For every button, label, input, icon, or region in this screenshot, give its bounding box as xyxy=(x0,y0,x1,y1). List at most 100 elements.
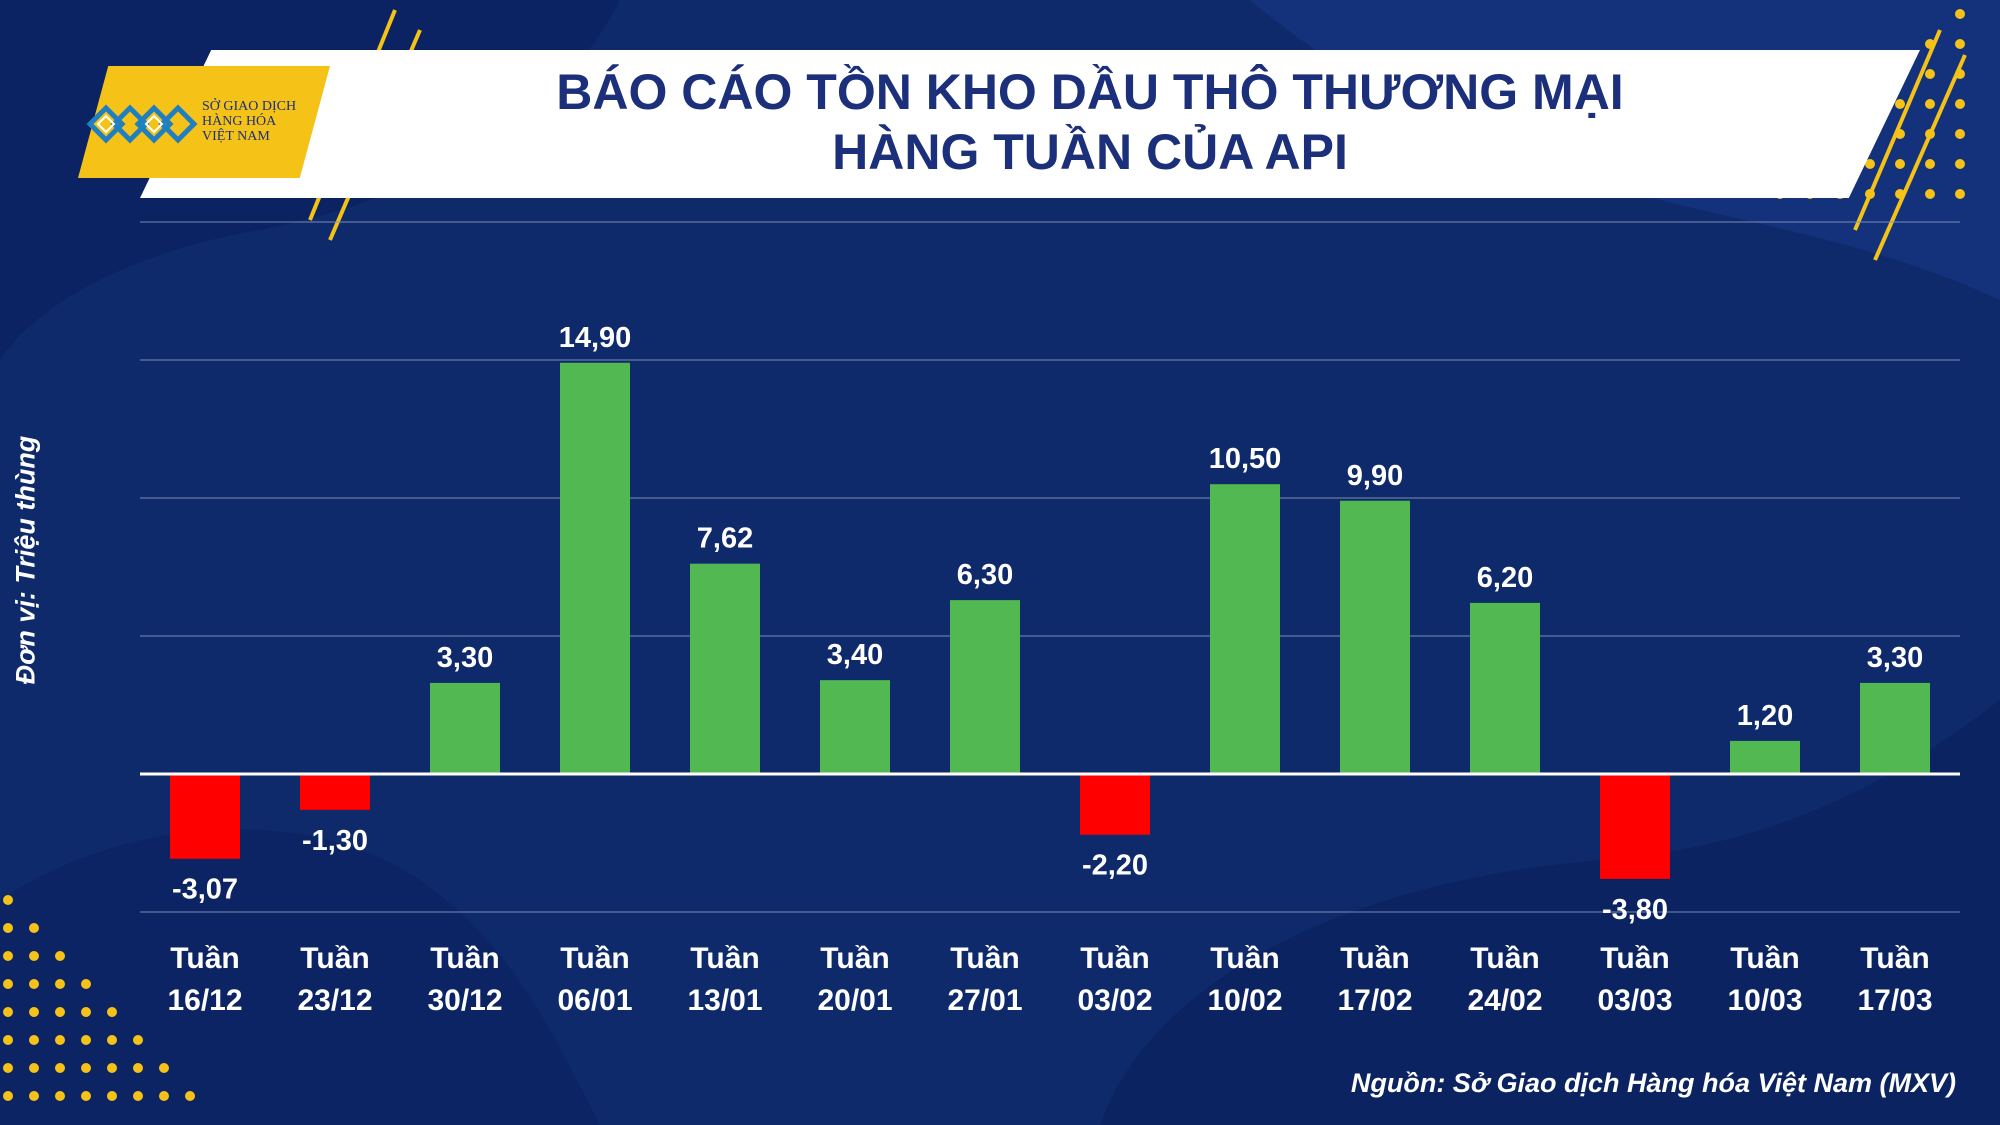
bars xyxy=(170,362,1930,879)
data-label: 3,30 xyxy=(437,642,493,674)
data-label: 7,62 xyxy=(697,523,753,555)
dot xyxy=(3,1035,13,1045)
title-banner xyxy=(140,50,1920,198)
logo-text: SỞ GIAO DỊCH HÀNG HÓA VIỆT NAM xyxy=(202,99,312,144)
x-tick-label: Tuần xyxy=(1470,942,1539,975)
gridlines xyxy=(140,221,1960,913)
dot xyxy=(1895,99,1905,109)
data-label: 3,40 xyxy=(827,639,883,671)
dot xyxy=(1955,39,1965,49)
dot xyxy=(3,1063,13,1073)
bar xyxy=(1600,774,1670,879)
dot xyxy=(159,1091,169,1101)
data-label: 10,50 xyxy=(1209,443,1282,475)
x-tick-label: 10/02 xyxy=(1207,984,1282,1017)
x-tick-label: 20/01 xyxy=(817,984,892,1017)
x-tick-label: Tuần xyxy=(300,942,369,975)
x-tick-label: Tuần xyxy=(1860,942,1929,975)
bar xyxy=(560,362,630,774)
dot xyxy=(3,1007,13,1017)
x-tick-label: Tuần xyxy=(820,942,889,975)
dot xyxy=(81,1063,91,1073)
title-line-2: HÀNG TUẦN CỦA API xyxy=(832,124,1348,180)
dot xyxy=(159,1063,169,1073)
dot xyxy=(29,923,39,933)
dot xyxy=(55,1007,65,1017)
dot xyxy=(1865,189,1875,199)
dot xyxy=(107,1007,117,1017)
dot xyxy=(1925,129,1935,139)
dot xyxy=(29,979,39,989)
dot xyxy=(81,1035,91,1045)
data-label: 6,20 xyxy=(1477,562,1533,594)
data-label: 3,30 xyxy=(1867,642,1923,674)
x-tick-label: Tuần xyxy=(430,942,499,975)
logo-line-1: SỞ GIAO DỊCH xyxy=(202,99,297,114)
dot xyxy=(1925,159,1935,169)
mxv-logo-icon xyxy=(86,104,198,144)
dot xyxy=(1895,129,1905,139)
title-line-1: BÁO CÁO TỒN KHO DẦU THÔ THƯƠNG MẠI xyxy=(556,64,1624,120)
dot xyxy=(107,1035,117,1045)
dot xyxy=(29,1063,39,1073)
dot-pattern-bottom-left xyxy=(3,895,195,1101)
dot xyxy=(29,1007,39,1017)
page-title: BÁO CÁO TỒN KHO DẦU THÔ THƯƠNG MẠI HÀNG … xyxy=(300,62,1880,182)
dot xyxy=(29,1035,39,1045)
x-tick-label: Tuần xyxy=(1340,942,1409,975)
value-labels: -3,07 -1,30 3,30 14,90 7,62 3,40 6,30 -2,20 10,5… xyxy=(172,322,1923,926)
x-tick-label: Tuần xyxy=(690,942,759,975)
dot xyxy=(3,895,13,905)
x-tick-label: 06/01 xyxy=(557,984,632,1017)
dot xyxy=(1955,99,1965,109)
accent-stripe xyxy=(1873,54,1967,261)
bar xyxy=(1860,682,1930,774)
data-label: 9,90 xyxy=(1347,460,1403,492)
dot xyxy=(29,951,39,961)
x-tick-label: Tuần xyxy=(170,942,239,975)
dot xyxy=(1955,129,1965,139)
dot xyxy=(1925,189,1935,199)
dot xyxy=(1955,159,1965,169)
bar xyxy=(430,682,500,774)
data-label: 1,20 xyxy=(1737,700,1793,732)
data-label: -3,07 xyxy=(172,874,238,906)
dot xyxy=(107,1091,117,1101)
bar xyxy=(300,774,370,810)
bar xyxy=(1340,500,1410,774)
bar xyxy=(820,680,890,774)
data-label: 6,30 xyxy=(957,559,1013,591)
bar xyxy=(1210,484,1280,774)
dot xyxy=(1955,189,1965,199)
x-tick-label: 23/12 xyxy=(297,984,372,1017)
dot xyxy=(1925,69,1935,79)
dot xyxy=(55,1035,65,1045)
dot xyxy=(133,1091,143,1101)
dot xyxy=(3,1091,13,1101)
x-tick-label: 10/03 xyxy=(1727,984,1802,1017)
dot xyxy=(55,1063,65,1073)
dot xyxy=(55,951,65,961)
x-tick-label: Tuần xyxy=(1080,942,1149,975)
source-note: Nguồn: Sở Giao dịch Hàng hóa Việt Nam (M… xyxy=(1350,1068,1956,1098)
bar xyxy=(1730,740,1800,774)
x-tick-label: 24/02 xyxy=(1467,984,1542,1017)
dot xyxy=(1895,189,1905,199)
dot xyxy=(3,951,13,961)
dot xyxy=(81,1007,91,1017)
dot xyxy=(3,923,13,933)
x-tick-label: Tuần xyxy=(1210,942,1279,975)
x-tick-label: Tuần xyxy=(1600,942,1669,975)
x-tick-label: 13/01 xyxy=(687,984,762,1017)
dot xyxy=(29,1091,39,1101)
bar xyxy=(950,600,1020,774)
logo-line-3: VIỆT NAM xyxy=(202,129,270,144)
x-tick-label: 30/12 xyxy=(427,984,502,1017)
x-axis-labels: Tuần 16/12 Tuần 23/12 Tuần 30/12 Tuần 06/01 Tuần… xyxy=(167,942,1932,1017)
data-label: -2,20 xyxy=(1082,850,1148,882)
x-tick-label: 27/01 xyxy=(947,984,1022,1017)
y-axis-label: Đơn vị: Triệu thùng xyxy=(10,435,41,685)
dot xyxy=(1925,39,1935,49)
bar xyxy=(1080,774,1150,835)
